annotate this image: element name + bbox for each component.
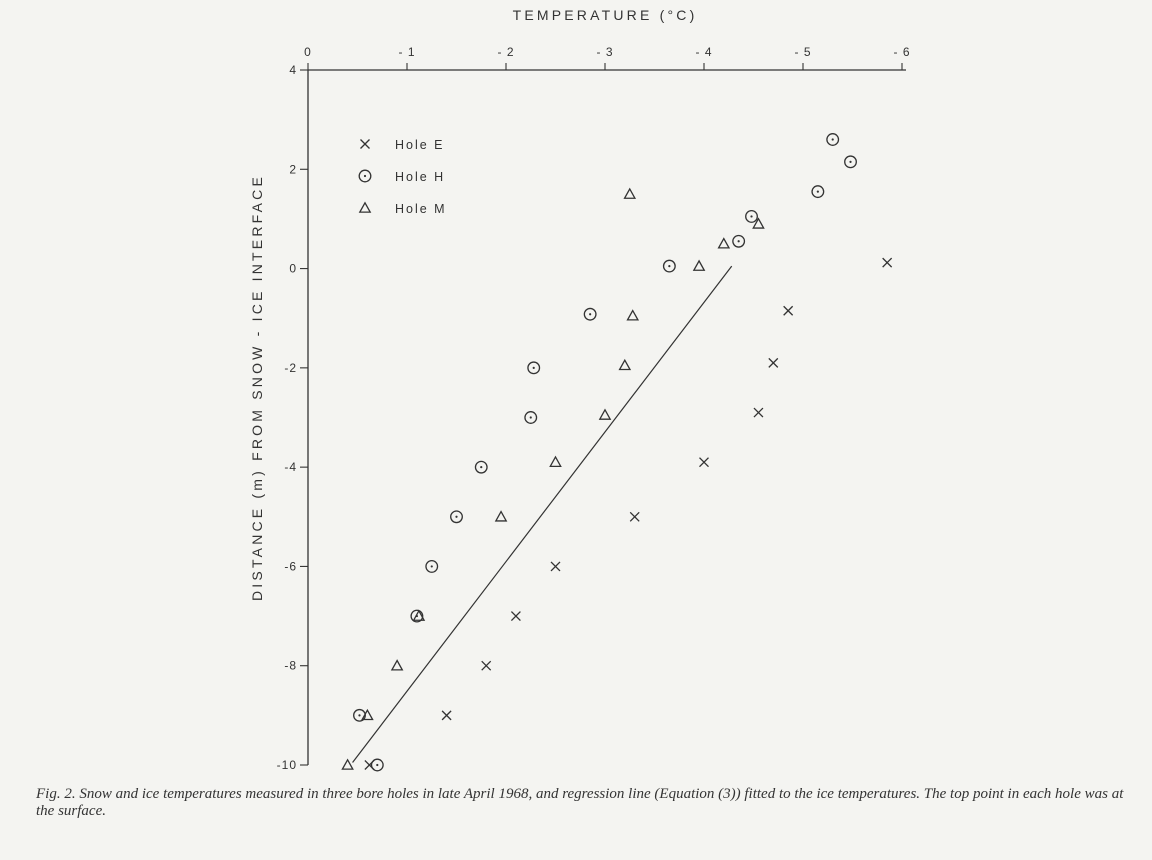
hole-m-point	[752, 217, 765, 229]
hole-h-point	[662, 259, 676, 273]
regression-line-layer	[352, 265, 733, 763]
y-tick-label: 4	[289, 63, 297, 77]
x-tick-label: - 1	[398, 45, 415, 59]
hole-m-point	[549, 455, 562, 467]
hole-h-point	[425, 559, 439, 573]
hole-h-point	[583, 307, 597, 321]
regression-line	[352, 265, 733, 763]
x-tick-label: - 5	[794, 45, 811, 59]
hole-m-point	[717, 237, 731, 249]
hole-h-point	[353, 708, 366, 722]
hole-h-point	[450, 510, 463, 524]
hole-h-point	[524, 411, 538, 424]
legend: Hole E Hole H Hole M	[358, 138, 447, 216]
hole-e-point	[699, 457, 709, 468]
hole-m-point	[626, 309, 640, 321]
hole-h-point	[370, 758, 384, 772]
caption-text: Snow and ice temperatures measured in th…	[36, 786, 1124, 819]
caption-label: Fig. 2.	[36, 786, 76, 802]
legend-label: Hole E	[395, 138, 445, 152]
hole-e-point	[550, 561, 561, 572]
hole-m-point	[361, 708, 374, 721]
x-tick-label: - 6	[893, 45, 910, 59]
hole-h-point	[826, 133, 840, 146]
y-tick-label: -10	[277, 758, 297, 772]
hole-m-point	[598, 408, 612, 420]
figure-caption: Fig. 2. Snow and ice temperatures measur…	[36, 786, 1126, 820]
legend-label: Hole M	[395, 202, 447, 216]
hole-e-point	[753, 407, 764, 418]
hole-e-point	[629, 511, 640, 522]
hole-h-point	[811, 185, 825, 199]
legend-marker	[358, 201, 372, 213]
x-axis-title: TEMPERATURE (°C)	[513, 7, 698, 23]
legend-label: Hole H	[395, 170, 445, 184]
hole-e-point	[882, 257, 893, 268]
x-tick-label: - 4	[695, 45, 712, 59]
hole-h-point	[844, 155, 857, 169]
hole-e-point	[510, 611, 521, 622]
hole-h-point	[745, 209, 758, 223]
x-tick-label: - 2	[497, 45, 514, 59]
x-tick-label: - 3	[596, 45, 613, 59]
hole-m-point	[618, 358, 632, 371]
x-tick-label: 0	[304, 45, 312, 59]
hole-m-point	[623, 187, 637, 199]
hole-m-point	[412, 609, 426, 621]
hole-h-point	[474, 460, 488, 474]
hole-e-point	[783, 305, 794, 316]
scatter-chart: 0 - 1 - 2 - 3 - 4 - 5 - 6 4 2 0 -2 -4 -6 -8 -10 TEMPERA…	[249, 7, 910, 772]
y-tick-label: -6	[284, 559, 297, 573]
hole-m-point	[692, 259, 706, 271]
y-tick-label: -2	[284, 361, 297, 375]
hole-e-point	[768, 357, 779, 368]
y-tick-label: 0	[289, 262, 297, 276]
hole-e-point	[441, 710, 452, 721]
y-tick-label: 2	[289, 162, 297, 176]
axes: 0 - 1 - 2 - 3 - 4 - 5 - 6 4 2 0 -2 -4 -6 -8 -10 TEMPERA…	[249, 7, 910, 772]
hole-m-point	[390, 659, 404, 671]
legend-marker	[358, 169, 372, 183]
hole-h-point	[527, 361, 541, 375]
hole-h-point	[732, 234, 746, 248]
hole-m-point	[341, 758, 354, 770]
hole-e-point	[481, 660, 492, 671]
y-tick-label: -8	[284, 659, 297, 673]
y-tick-label: -4	[284, 460, 297, 474]
data-points	[341, 133, 893, 772]
hole-m-point	[494, 510, 508, 522]
legend-marker	[360, 139, 370, 149]
y-axis-title: DISTANCE (m) FROM SNOW - ICE INTERFACE	[249, 174, 265, 601]
